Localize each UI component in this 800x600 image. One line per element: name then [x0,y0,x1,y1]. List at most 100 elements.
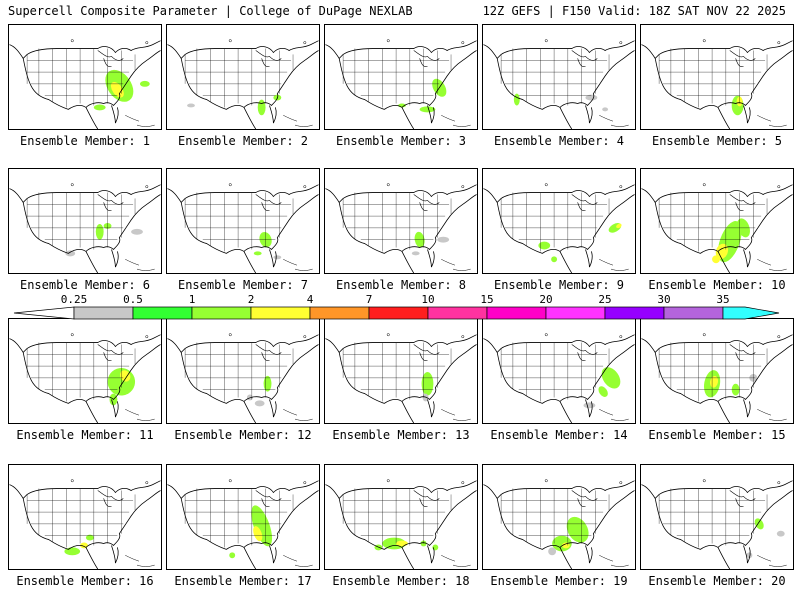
scp-shading [229,552,236,559]
us-base-map [167,39,319,129]
ensemble-map-panel [482,464,636,570]
us-base-map [9,183,161,273]
scp-shading [422,393,429,402]
scp-shading [411,251,420,256]
colorbar-tick-label: 0.25 [60,293,88,306]
scp-shading [746,552,753,559]
scp-shading [437,236,450,243]
ensemble-map-panel [166,464,320,570]
colorbar [13,306,780,320]
ensemble-map-panel [482,24,636,130]
scp-shading [420,540,427,547]
colorbar-segment [191,306,252,320]
ensemble-member-label: Ensemble Member: 11 [16,428,154,442]
ensemble-member-label: Ensemble Member: 13 [332,428,470,442]
us-base-map [641,479,793,569]
scp-shading [432,544,439,551]
scp-shading [602,107,609,112]
ensemble-member-label: Ensemble Member: 3 [335,134,467,148]
ensemble-map-panel [640,318,794,424]
us-base-map [483,333,635,423]
colorbar-tick-label: 25 [598,293,612,306]
scp-shading [712,255,720,264]
ensemble-map-panel [8,168,162,274]
ensemble-map-panel [166,24,320,130]
ensemble-member-label: Ensemble Member: 12 [174,428,312,442]
scp-shading [421,371,434,396]
ensemble-member-label: Ensemble Member: 5 [651,134,783,148]
colorbar-tick-label: 4 [306,293,314,306]
colorbar-tick-label: 2 [247,293,255,306]
ensemble-map-panel [324,318,478,424]
scp-shading [131,228,143,235]
scp-shading [93,104,106,111]
us-base-map [483,479,635,569]
scp-shading [513,93,520,106]
us-base-map [483,183,635,273]
scp-shading [585,94,598,101]
ensemble-map-panel [482,318,636,424]
colorbar-low-arrow [13,306,75,320]
us-base-map [483,39,635,129]
scp-shading [65,250,76,257]
ensemble-map-panel [640,24,794,130]
colorbar-segment [309,306,370,320]
colorbar-segment [250,306,311,320]
colorbar-tick-label: 30 [657,293,671,306]
ensemble-member-label: Ensemble Member: 10 [648,278,786,292]
colorbar-tick-label: 1 [188,293,196,306]
scp-shading [566,516,589,543]
scp-shading [253,251,262,256]
colorbar-tick-label: 7 [365,293,373,306]
ensemble-map-panel [640,464,794,570]
scp-shading [551,256,558,263]
scp-shading [187,103,195,108]
ensemble-member-label: Ensemble Member: 16 [16,574,154,588]
scp-shading [616,223,622,229]
ensemble-member-label: Ensemble Member: 1 [19,134,151,148]
scp-shading [419,106,436,113]
colorbar-tick-label: 35 [716,293,730,306]
colorbar-segment [545,306,606,320]
ensemble-member-label: Ensemble Member: 9 [493,278,625,292]
scp-shading [251,505,273,547]
scp-shading [538,241,551,250]
us-base-map [167,333,319,423]
us-base-map [9,479,161,569]
colorbar-segment [486,306,547,320]
ensemble-member-label: Ensemble Member: 14 [490,428,628,442]
scp-shading [776,530,785,537]
us-base-map [325,479,477,569]
scp-shading [95,223,104,240]
scp-shading [254,400,265,407]
us-base-map [641,333,793,423]
header-valid-time: 12Z GEFS | F150 Valid: 18Z SAT NOV 22 20… [482,4,786,18]
colorbar-segment [604,306,665,320]
colorbar-segment [368,306,429,320]
colorbar-segment [427,306,488,320]
scp-shading [120,370,131,382]
ensemble-map-panel [8,464,162,570]
us-base-map [325,333,477,423]
ensemble-member-label: Ensemble Member: 18 [332,574,470,588]
ensemble-member-label: Ensemble Member: 6 [19,278,151,292]
ensemble-member-label: Ensemble Member: 7 [177,278,309,292]
ensemble-member-label: Ensemble Member: 20 [648,574,786,588]
ensemble-map-panel [166,318,320,424]
scp-shading [253,526,263,542]
ensemble-map-panel [8,24,162,130]
ensemble-member-label: Ensemble Member: 15 [648,428,786,442]
ensemble-map-panel [324,464,478,570]
us-base-map [641,183,793,273]
ensemble-member-label: Ensemble Member: 4 [493,134,625,148]
colorbar-segment [73,306,134,320]
colorbar-tick-label: 20 [539,293,553,306]
scp-shading [548,547,557,556]
scp-shading [273,255,282,260]
ensemble-member-label: Ensemble Member: 8 [335,278,467,292]
us-base-map [641,39,793,129]
scp-shading [257,99,266,116]
scp-shading [598,386,608,397]
colorbar-high-arrow [722,306,780,320]
us-base-map [9,333,161,423]
